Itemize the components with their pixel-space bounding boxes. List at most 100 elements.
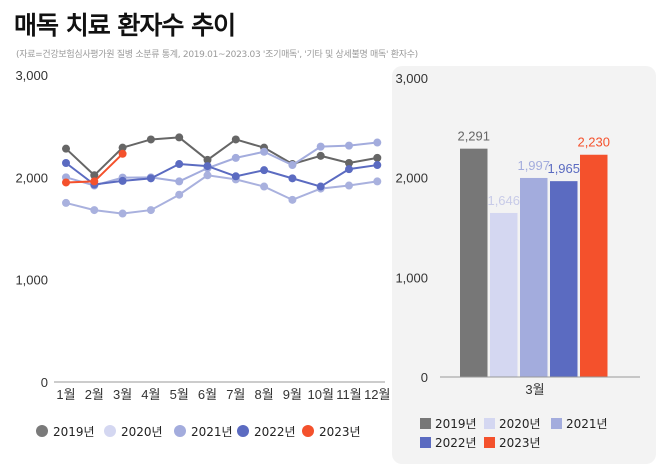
line-point (260, 182, 269, 191)
line-point (373, 138, 382, 147)
line-point (288, 161, 297, 170)
line-point (90, 171, 99, 180)
bar-legend-label: 2019년 (435, 417, 477, 431)
line-point (316, 151, 325, 160)
bar-x-tick-label: 3월 (525, 382, 544, 397)
line-legend-marker (302, 425, 314, 437)
line-point (146, 135, 155, 144)
line-x-tick-label: 7월 (226, 387, 245, 402)
bar-legend-marker (484, 437, 495, 448)
bar-legend-label: 2022년 (435, 436, 477, 450)
bar-3 (550, 181, 578, 377)
bar-y-tick-label: 0 (421, 370, 428, 385)
line-point (90, 177, 99, 186)
line-point (175, 177, 184, 186)
bar-legend-label: 2023년 (499, 436, 541, 450)
bar-data-label: 1,997 (517, 158, 550, 173)
line-legend-label: 2023년 (319, 425, 361, 439)
line-point (118, 176, 127, 185)
line-point (288, 174, 297, 183)
bar-legend-label: 2021년 (566, 417, 608, 431)
line-point (146, 206, 155, 215)
bar-data-label: 1,965 (547, 161, 580, 176)
line-x-tick-label: 12월 (364, 387, 390, 402)
bar-y-tick-label: 3,000 (395, 71, 428, 86)
line-series-3 (65, 162, 378, 188)
line-legend-label: 2019년 (53, 425, 95, 439)
line-y-tick-label: 1,000 (15, 273, 48, 288)
bar-legend-marker (551, 418, 562, 429)
line-y-tick-label: 2,000 (15, 170, 48, 185)
line-point (231, 135, 240, 144)
line-legend-label: 2020년 (121, 425, 163, 439)
line-point (345, 181, 353, 190)
line-point (203, 162, 212, 171)
bar-2 (520, 177, 548, 377)
bar-legend-marker (484, 418, 495, 429)
bar-0 (460, 148, 488, 377)
line-point (62, 159, 70, 168)
bar-4 (580, 154, 608, 377)
line-point (203, 155, 212, 164)
line-point (316, 182, 325, 191)
line-x-tick-label: 4월 (141, 387, 160, 402)
line-legend-label: 2022년 (254, 425, 296, 439)
line-x-tick-label: 6월 (198, 387, 217, 402)
bar-legend-marker (420, 418, 431, 429)
line-x-tick-label: 1월 (56, 387, 75, 402)
bar-chart-legend: 2019년 2020년 2021년 2022년 2023년 (420, 417, 608, 450)
line-x-tick-label: 11월 (336, 387, 361, 402)
line-point (146, 174, 155, 183)
line-point (260, 147, 269, 156)
line-x-tick-label: 5월 (170, 387, 189, 402)
line-point (288, 195, 297, 204)
bar-data-label: 1,646 (487, 193, 520, 208)
line-legend-marker (174, 425, 186, 437)
bar-1 (490, 212, 518, 377)
line-y-tick-label: 3,000 (15, 68, 48, 83)
line-chart-legend: 2019년 2020년 2021년 2022년 2023년 (36, 425, 361, 439)
bar-y-tick-label: 1,000 (395, 270, 428, 285)
line-point (203, 171, 212, 180)
line-point (175, 133, 184, 142)
line-point (62, 178, 70, 187)
line-point (62, 198, 70, 207)
line-point (175, 190, 184, 199)
line-point (175, 160, 184, 169)
source-note: (자료=건강보험심사평가원 질병 소분류 통계, 2019.01~2023.03… (16, 50, 418, 60)
line-point (345, 141, 353, 150)
line-point (260, 166, 269, 175)
line-x-tick-label: 9월 (283, 387, 302, 402)
line-point (118, 209, 127, 218)
line-point (345, 165, 353, 174)
line-point (118, 149, 127, 158)
line-point (90, 206, 99, 215)
line-x-tick-label: 3월 (113, 387, 132, 402)
line-x-tick-label: 8월 (254, 387, 273, 402)
line-point (316, 142, 325, 151)
line-point (373, 161, 382, 170)
line-legend-marker (237, 425, 249, 437)
bar-data-label: 2,291 (457, 129, 490, 144)
bar-legend-marker (420, 437, 431, 448)
bar-y-tick-label: 2,000 (395, 171, 428, 186)
line-chart: 0 1,000 2,000 3,000 1월 2월 3월 4월 5월 6월 7월 8월 9월 10월 11월… (15, 68, 390, 402)
line-point (373, 177, 382, 186)
line-legend-marker (104, 425, 116, 437)
line-y-tick-label: 0 (41, 375, 48, 390)
bar-data-label: 2,230 (577, 135, 610, 150)
line-series-2 (65, 141, 378, 187)
line-point (62, 144, 70, 153)
line-point (231, 153, 240, 162)
line-point (231, 172, 240, 181)
line-point (118, 143, 127, 152)
line-legend-label: 2021년 (191, 425, 233, 439)
bar-legend-label: 2020년 (499, 417, 541, 431)
line-series-0 (65, 136, 378, 177)
line-point (345, 159, 353, 168)
line-legend-marker (36, 425, 48, 437)
line-x-tick-label: 2월 (85, 387, 104, 402)
line-x-tick-label: 10월 (307, 387, 333, 402)
chart-title: 매독 치료 환자수 추이 (14, 11, 236, 40)
